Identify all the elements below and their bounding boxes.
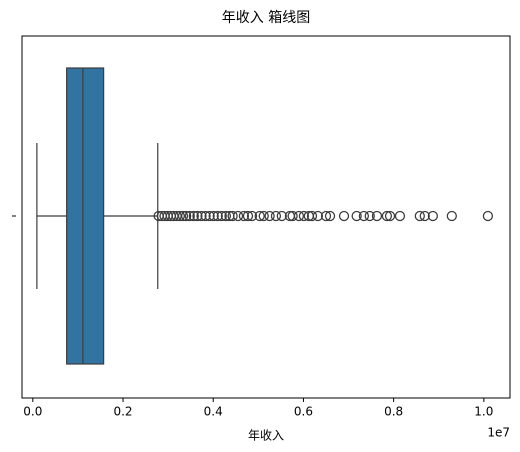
outlier bbox=[338, 210, 350, 222]
outlier bbox=[208, 210, 219, 222]
outlier bbox=[192, 210, 203, 222]
outlier bbox=[287, 210, 298, 222]
outlier bbox=[293, 210, 305, 222]
outlier bbox=[254, 210, 265, 222]
x-tick-label: 1.0 bbox=[474, 405, 493, 419]
outlier bbox=[312, 210, 324, 222]
outlier bbox=[320, 210, 332, 222]
outlier bbox=[220, 210, 232, 222]
outlier bbox=[258, 210, 269, 222]
outlier bbox=[242, 210, 254, 222]
plot-frame bbox=[21, 35, 511, 399]
outlier bbox=[181, 210, 192, 222]
outlier bbox=[238, 210, 250, 222]
x-offset-label: 1e7 bbox=[487, 426, 510, 440]
outlier bbox=[394, 210, 406, 222]
outlier bbox=[351, 210, 362, 222]
box bbox=[66, 67, 105, 365]
outlier bbox=[358, 210, 370, 222]
x-tick-label: 0.0 bbox=[23, 405, 42, 419]
outlier bbox=[427, 210, 439, 222]
x-tick-label: 0.2 bbox=[113, 405, 132, 419]
outlier bbox=[381, 210, 393, 222]
outlier bbox=[188, 210, 199, 222]
outlier bbox=[270, 210, 282, 222]
outlier bbox=[446, 210, 457, 222]
outlier bbox=[216, 210, 227, 222]
outlier bbox=[174, 210, 186, 222]
outlier bbox=[204, 210, 215, 222]
outlier bbox=[264, 210, 275, 222]
outlier bbox=[246, 210, 258, 222]
outlier bbox=[414, 210, 425, 222]
outlier bbox=[184, 210, 195, 222]
outlier bbox=[364, 210, 375, 222]
x-tick-label: 0.8 bbox=[384, 405, 403, 419]
outlier bbox=[200, 210, 211, 222]
outlier bbox=[276, 210, 287, 222]
outlier bbox=[324, 210, 336, 222]
chart-title: 年收入 箱线图 bbox=[222, 10, 310, 26]
x-tick-label: 0.4 bbox=[204, 405, 223, 419]
outlier bbox=[196, 210, 207, 222]
outlier bbox=[232, 210, 244, 222]
outlier bbox=[371, 210, 383, 222]
outlier bbox=[482, 210, 494, 222]
x-tick-label: 0.6 bbox=[294, 405, 313, 419]
outlier bbox=[306, 210, 318, 222]
outlier bbox=[227, 210, 238, 222]
outlier bbox=[212, 210, 223, 222]
outlier bbox=[177, 210, 189, 222]
x-axis-label: 年收入 bbox=[248, 429, 284, 443]
outlier bbox=[298, 210, 310, 222]
outlier bbox=[384, 210, 396, 222]
outlier bbox=[419, 210, 430, 222]
